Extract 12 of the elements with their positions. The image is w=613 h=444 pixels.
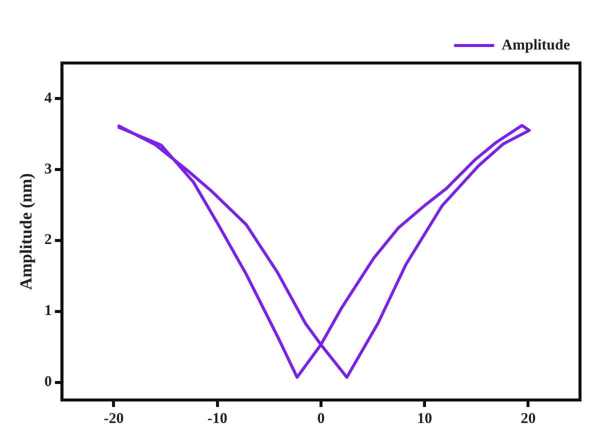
x-tick-label: 10 [417, 410, 432, 427]
x-tick-label: -20 [104, 410, 124, 427]
x-tick-label: 20 [520, 410, 536, 427]
x-tick-label: 0 [317, 410, 325, 427]
x-tick-label: -10 [207, 410, 228, 427]
legend-label: Amplitude [502, 37, 570, 54]
y-tick-label: 2 [44, 232, 52, 248]
y-tick-label: 1 [44, 303, 52, 320]
y-tick-label: 3 [44, 161, 52, 178]
y-axis-title: Amplitude (nm) [16, 173, 36, 290]
y-tick-label: 4 [44, 90, 52, 106]
y-tick-label: 0 [44, 374, 52, 390]
